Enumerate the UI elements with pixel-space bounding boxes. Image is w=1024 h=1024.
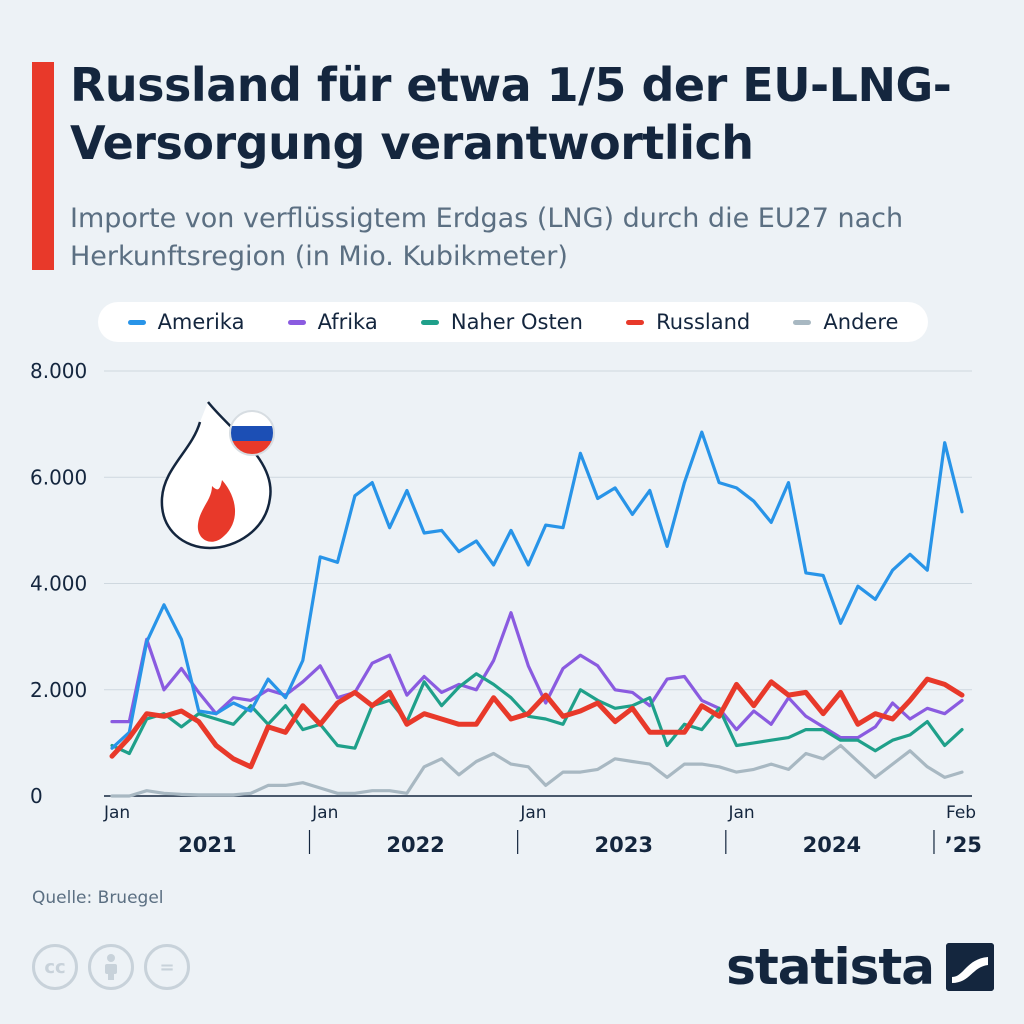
- year-label: 2021: [178, 833, 236, 857]
- cc-icon: cc: [32, 944, 78, 990]
- series-line-3: [109, 676, 965, 770]
- x-tick-label: Jan: [103, 803, 130, 823]
- year-label: ’25: [945, 833, 982, 857]
- legend-swatch: [626, 319, 645, 325]
- legend-label: Andere: [823, 310, 899, 334]
- x-tick-label: Feb: [946, 803, 976, 823]
- legend-swatch: [287, 319, 306, 325]
- legend-item-1: Afrika: [287, 310, 378, 334]
- series-line-0: [110, 430, 964, 750]
- y-tick-label: 4.000: [30, 572, 87, 596]
- legend-label: Naher Osten: [450, 310, 583, 334]
- y-tick-label: 0: [30, 784, 43, 808]
- chart-title: Russland für etwa 1/5 der EU-LNG-Versorg…: [70, 58, 952, 170]
- legend-item-4: Andere: [793, 310, 898, 334]
- series-line-1: [110, 611, 964, 740]
- x-tick-label: Jan: [727, 803, 754, 823]
- legend-label: Afrika: [317, 310, 378, 334]
- legend: Amerika Afrika Naher Osten Russland Andere: [98, 302, 928, 342]
- legend-swatch: [420, 319, 439, 325]
- license-icons: cc =: [32, 944, 190, 990]
- statista-logo: statista: [726, 938, 994, 996]
- gas-flame-icon: [160, 401, 272, 550]
- attribution-icon: [88, 944, 134, 990]
- brand-name: statista: [726, 938, 935, 996]
- series-line-4: [110, 743, 964, 798]
- x-tick-label: Jan: [519, 803, 546, 823]
- legend-item-2: Naher Osten: [420, 310, 583, 334]
- legend-swatch: [793, 319, 812, 325]
- legend-item-3: Russland: [626, 310, 750, 334]
- no-derivatives-icon: =: [144, 944, 190, 990]
- statista-mark-icon: [946, 943, 994, 991]
- legend-item-0: Amerika: [127, 310, 245, 334]
- year-label: 2022: [386, 833, 444, 857]
- year-label: 2023: [595, 833, 653, 857]
- source-note: Quelle: Bruegel: [32, 888, 164, 908]
- russia-flag-icon: [229, 410, 275, 456]
- y-tick-label: 8.000: [30, 359, 87, 383]
- x-tick-label: Jan: [311, 803, 338, 823]
- line-chart: 0 2.000 4.000 6.000 8.000 Jan Jan Jan Jan Feb 2021…: [30, 359, 982, 857]
- accent-bar: [32, 62, 54, 270]
- y-tick-label: 6.000: [30, 465, 87, 489]
- legend-label: Amerika: [157, 310, 245, 334]
- legend-label: Russland: [656, 310, 751, 334]
- y-tick-label: 2.000: [30, 678, 87, 702]
- year-label: 2024: [803, 833, 861, 857]
- legend-swatch: [127, 319, 146, 325]
- chart-subtitle: Importe von verflüssigtem Erdgas (LNG) d…: [70, 203, 904, 272]
